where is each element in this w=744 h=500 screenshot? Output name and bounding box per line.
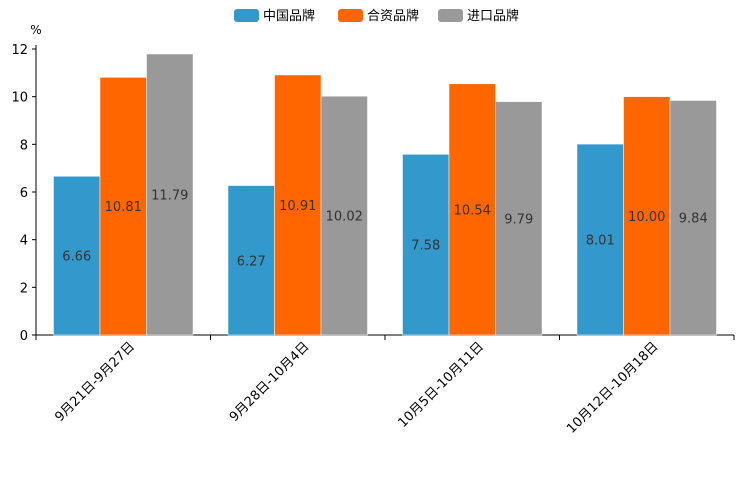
- x-tick-label: 10月5日-10月11日: [395, 339, 487, 431]
- data-labels: 6.66 10.81 11.79 6.27 10.91 10.02 7.58 10.54 9.7…: [62, 189, 707, 270]
- y-tick-label: 2: [20, 281, 28, 296]
- x-tick-label: 10月12日-10月18日: [564, 339, 661, 436]
- bar-value-label: 10.02: [326, 210, 363, 225]
- bar-domestic: [53, 176, 101, 336]
- bar-value-label: 9.79: [504, 212, 533, 227]
- bar-value-label: 11.79: [151, 189, 188, 204]
- bars: [53, 53, 717, 336]
- legend-label: 合资品牌: [367, 8, 419, 24]
- legend-item[interactable]: 进口品牌: [438, 8, 519, 24]
- bar-value-label: 8.01: [586, 234, 615, 249]
- legend-item[interactable]: 合资品牌: [338, 8, 419, 24]
- legend-item[interactable]: 中国品牌: [234, 8, 315, 24]
- bar-imported: [320, 95, 368, 336]
- bar-value-label: 9.84: [679, 212, 708, 227]
- legend-swatch: [234, 9, 259, 22]
- bar-value-label: 10.91: [279, 199, 316, 214]
- legend[interactable]: 中国品牌 合资品牌 进口品牌: [234, 8, 519, 24]
- bar-joint-venture: [274, 74, 322, 336]
- bar-joint-venture: [623, 96, 671, 336]
- y-tick-label: 6: [20, 186, 28, 201]
- y-tick-label: 10: [11, 91, 28, 106]
- bar-value-label: 10.81: [105, 200, 142, 215]
- legend-swatch: [438, 9, 463, 22]
- bar-imported: [495, 101, 543, 336]
- bar-domestic: [576, 143, 624, 336]
- bar-domestic: [402, 154, 450, 336]
- bar-imported: [146, 53, 194, 336]
- bar-value-label: 6.27: [237, 254, 266, 269]
- y-tick-label: 4: [20, 234, 28, 249]
- y-tick-label: 12: [11, 43, 28, 58]
- bar-domestic: [227, 185, 275, 336]
- y-tick-label: 0: [20, 329, 28, 344]
- bar-value-label: 6.66: [62, 250, 91, 265]
- bar-value-label: 10.00: [628, 210, 665, 225]
- legend-label: 中国品牌: [263, 8, 315, 24]
- legend-label: 进口品牌: [467, 8, 519, 24]
- bar-value-label: 7.58: [411, 239, 440, 254]
- x-tick-label: 9月21日-9月27日: [52, 339, 138, 425]
- bar-joint-venture: [448, 83, 496, 336]
- y-tick-label: 8: [20, 138, 28, 153]
- bar-imported: [669, 100, 717, 336]
- x-tick-label: 9月28日-10月4日: [227, 339, 313, 425]
- legend-swatch: [338, 9, 363, 22]
- bar-value-label: 10.54: [454, 203, 491, 218]
- y-axis-unit-label: %: [30, 23, 41, 37]
